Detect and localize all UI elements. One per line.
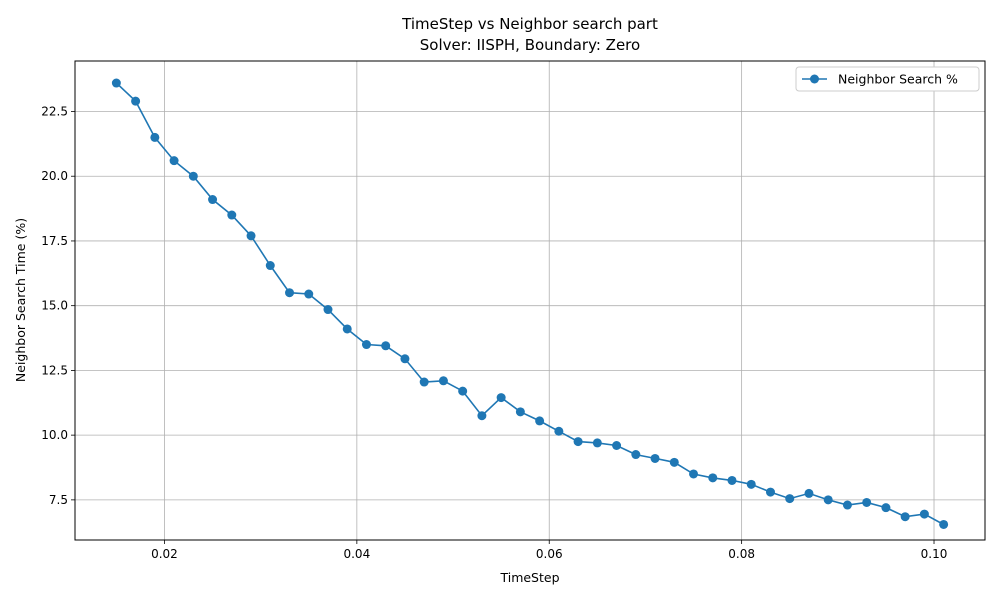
legend-marker-swatch [810, 74, 819, 84]
data-point [939, 519, 949, 529]
data-point [765, 487, 775, 497]
grid [75, 61, 985, 540]
y-tick-label: 15.0 [41, 299, 68, 313]
data-point [785, 494, 795, 504]
series-line [115, 82, 944, 526]
data-point [265, 261, 275, 271]
x-tick-label: 0.04 [343, 547, 370, 561]
data-point [496, 393, 506, 403]
x-tick-label: 0.06 [536, 547, 563, 561]
data-point [227, 210, 237, 220]
data-point [823, 495, 833, 505]
data-point [515, 407, 525, 417]
data-point [150, 132, 160, 142]
data-point [535, 416, 545, 426]
data-point [188, 171, 198, 181]
data-point [246, 231, 256, 241]
data-point [842, 500, 852, 510]
data-point [669, 457, 679, 467]
chart-subtitle: Solver: IISPH, Boundary: Zero [420, 36, 640, 54]
data-point [862, 497, 872, 507]
data-point [919, 509, 929, 519]
chart-title: TimeStep vs Neighbor search part [401, 15, 658, 33]
data-point [285, 288, 295, 298]
data-point [727, 475, 737, 485]
y-tick-label: 12.5 [41, 363, 68, 377]
data-point [612, 440, 622, 450]
data-point [381, 341, 391, 351]
data-point [477, 411, 487, 421]
data-point [323, 305, 333, 315]
data-point [881, 503, 891, 513]
y-tick-label: 10.0 [41, 428, 68, 442]
data-point [438, 376, 448, 386]
data-point [400, 354, 410, 364]
data-point [592, 438, 602, 448]
data-point [631, 450, 641, 460]
data-point [900, 512, 910, 522]
data-point [804, 488, 814, 498]
data-point [573, 437, 583, 447]
data-point [419, 377, 429, 387]
y-tick-label: 17.5 [41, 234, 68, 248]
y-tick-label: 20.0 [41, 169, 68, 183]
data-point [689, 469, 699, 479]
legend-label: Neighbor Search % [838, 72, 958, 87]
series-neighbor-search [111, 78, 949, 529]
data-point [554, 426, 564, 436]
plot-area-frame [74, 60, 986, 541]
x-tick-label: 0.08 [728, 547, 755, 561]
data-point [361, 340, 371, 350]
data-point [111, 78, 121, 88]
data-point [708, 473, 718, 483]
x-tick-label: 0.02 [151, 547, 178, 561]
data-point [342, 324, 352, 334]
data-point [131, 96, 141, 106]
data-point [746, 479, 756, 489]
legend-box [795, 66, 980, 92]
data-point [208, 195, 218, 205]
x-axis-label: TimeStep [499, 570, 559, 585]
y-tick-label: 22.5 [41, 104, 68, 118]
legend: Neighbor Search % [795, 66, 980, 92]
y-axis-label: Neighbor Search Time (%) [13, 218, 28, 382]
axis-ticks: 0.02 0.04 0.06 0.08 0.10 7.5 10.0 12.5 15.0 17.5 2… [41, 104, 947, 561]
x-tick-label: 0.10 [921, 547, 948, 561]
data-point [458, 386, 468, 396]
y-tick-label: 7.5 [49, 493, 68, 507]
data-point [650, 453, 660, 463]
data-point [304, 289, 314, 299]
data-point [169, 156, 179, 166]
